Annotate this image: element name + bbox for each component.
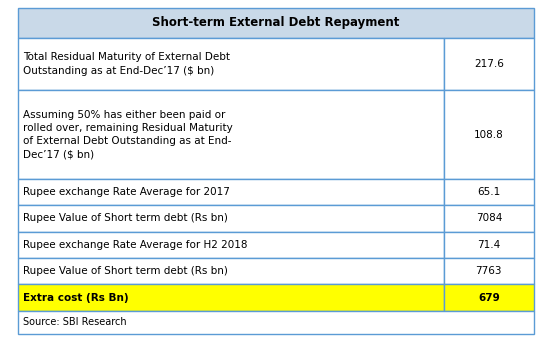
Bar: [444, 285, 534, 311]
Bar: [18, 179, 444, 205]
Text: 71.4: 71.4: [477, 240, 501, 250]
Text: Short-term External Debt Repayment: Short-term External Debt Repayment: [152, 16, 400, 29]
Bar: [18, 311, 534, 334]
Bar: [18, 38, 444, 90]
Bar: [18, 205, 444, 232]
Text: 7763: 7763: [476, 266, 502, 276]
Text: Source: SBI Research: Source: SBI Research: [23, 317, 126, 327]
Bar: [444, 232, 534, 258]
Bar: [444, 179, 534, 205]
Bar: [444, 90, 534, 179]
Text: Rupee exchange Rate Average for H2 2018: Rupee exchange Rate Average for H2 2018: [23, 240, 247, 250]
Text: 679: 679: [478, 293, 500, 303]
Bar: [444, 258, 534, 285]
Bar: [444, 38, 534, 90]
Text: Assuming 50% has either been paid or
rolled over, remaining Residual Maturity
of: Assuming 50% has either been paid or rol…: [23, 110, 233, 159]
Text: 65.1: 65.1: [477, 187, 501, 197]
Bar: [18, 90, 444, 179]
Bar: [18, 258, 444, 285]
Bar: [18, 232, 444, 258]
Text: 217.6: 217.6: [474, 59, 504, 69]
Text: 108.8: 108.8: [474, 130, 504, 140]
Text: Extra cost (Rs Bn): Extra cost (Rs Bn): [23, 293, 129, 303]
Text: Rupee Value of Short term debt (Rs bn): Rupee Value of Short term debt (Rs bn): [23, 213, 228, 223]
Bar: [444, 205, 534, 232]
Text: Rupee exchange Rate Average for 2017: Rupee exchange Rate Average for 2017: [23, 187, 230, 197]
Text: 7084: 7084: [476, 213, 502, 223]
Bar: [18, 285, 444, 311]
Text: Rupee Value of Short term debt (Rs bn): Rupee Value of Short term debt (Rs bn): [23, 266, 228, 276]
Bar: [18, 8, 534, 38]
Text: Total Residual Maturity of External Debt
Outstanding as at End-Dec’17 ($ bn): Total Residual Maturity of External Debt…: [23, 52, 230, 76]
